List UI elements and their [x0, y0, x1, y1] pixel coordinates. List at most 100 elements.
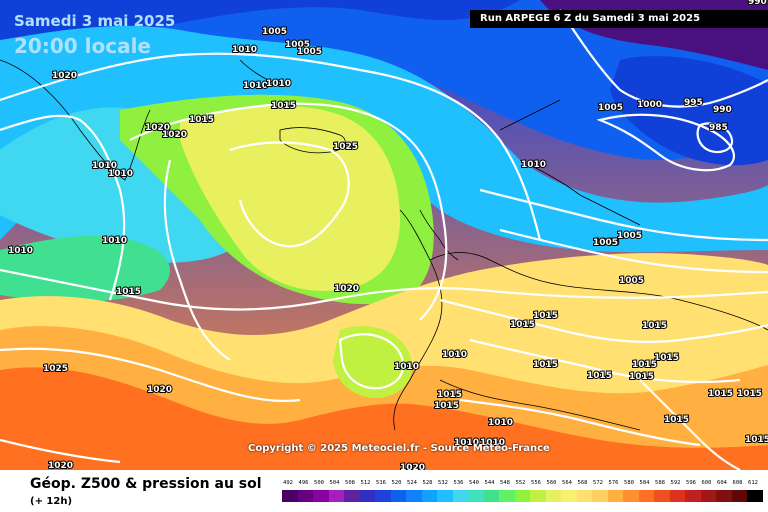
isobar-label: 1010 [266, 79, 291, 89]
isobar-label: 1005 [297, 47, 322, 57]
scale-tick-label: 588 [655, 480, 665, 486]
isobar-lines [0, 9, 768, 470]
isobar-label: 1010 [102, 236, 127, 246]
scale-tick-label: 540 [469, 480, 479, 486]
weather-map: 1005 1005 1005 1020 1010 1010 1010 1015 … [0, 0, 768, 470]
scale-color-cell [747, 490, 763, 502]
z500-band [0, 367, 768, 470]
isobar-label: 1020 [400, 463, 425, 470]
isobar-label: 1025 [333, 142, 358, 152]
scale-tick-label: 508 [345, 480, 355, 486]
forecast-lead-time: (+ 12h) [30, 496, 73, 507]
isobar-label: 1025 [43, 364, 68, 374]
isobar-label: 995 [684, 98, 703, 108]
scale-color-cell [576, 490, 592, 502]
isobar-label: 1010 [232, 45, 257, 55]
scale-color-cell [390, 490, 406, 502]
map-canvas: 1005 1005 1005 1020 1010 1010 1010 1015 … [0, 0, 768, 470]
scale-color-cell [530, 490, 546, 502]
isobar-label: 1015 [664, 415, 689, 425]
isobar-label: 1010 [108, 169, 133, 179]
isobar-label: 1015 [654, 353, 679, 363]
isobar-label: 1010 [488, 418, 513, 428]
isobar-label: 1010 [454, 438, 479, 448]
scale-tick-label: 512 [360, 480, 371, 486]
scale-color-cell [344, 490, 360, 502]
isobar-label: 1015 [271, 101, 296, 111]
isobar-label: 1020 [48, 461, 73, 470]
isobar-label: 1005 [598, 103, 623, 113]
z500-band [180, 105, 400, 291]
isobar-label: 1005 [262, 27, 287, 37]
isobar-label: 1010 [8, 246, 33, 256]
scale-color-cell [483, 490, 499, 502]
scale-tick-label: 592 [670, 480, 681, 486]
scale-tick-label: 536 [453, 480, 464, 486]
scale-tick-label: 568 [577, 480, 588, 486]
isobar-label: 1010 [92, 161, 117, 171]
isobar-label: 1015 [533, 360, 558, 370]
isobar-label: 1015 [629, 372, 654, 382]
isobar-label: 1005 [619, 276, 644, 286]
scale-tick-label: 608 [732, 480, 743, 486]
isobar-label: 1005 [285, 40, 310, 50]
isobar-label: 1015 [437, 390, 462, 400]
isobar-label: 1010 [442, 350, 467, 360]
scale-color-cell [499, 490, 515, 502]
scale-color-cell [406, 490, 422, 502]
isobar-label: 1010 [243, 81, 268, 91]
scale-color-cell [468, 490, 484, 502]
isobar-label: 1015 [632, 360, 657, 370]
run-banner: Run ARPEGE 6 Z du Samedi 3 mai 2025 [470, 10, 768, 28]
scale-color-cell [669, 490, 685, 502]
isobar-label: 985 [709, 123, 728, 133]
z500-band [610, 56, 768, 166]
scale-color-cell [421, 490, 437, 502]
scale-tick-label: 572 [593, 480, 603, 486]
isobar-label: 1005 [594, 238, 619, 248]
map-title: Géop. Z500 & pression au sol [30, 476, 262, 492]
isobar-label: 1005 [593, 238, 618, 248]
copyright-notice: Copyright © 2025 Meteociel.fr - Source M… [248, 443, 550, 454]
color-scale-legend: 492 496 500 504 508 512 516 520 524 528 532 536 540 5… [282, 470, 763, 512]
scale-color-cell [437, 490, 453, 502]
isobar-label: 1020 [147, 385, 172, 395]
isobar-label: 1015 [189, 115, 214, 125]
isobar-label: 1015 [434, 401, 459, 411]
scale-color-cell [607, 490, 623, 502]
scale-tick-label: 492 [283, 480, 293, 486]
scale-tick-label: 548 [500, 480, 510, 486]
scale-color-cell [685, 490, 701, 502]
isobar-label: 1010 [521, 160, 546, 170]
scale-color-cell [328, 490, 344, 502]
z500-band [0, 235, 170, 302]
coastlines [0, 59, 768, 431]
scale-color-cell [514, 490, 530, 502]
isobar-label: 1015 [745, 435, 768, 445]
isobar-labels: 1005 1005 1005 1020 1010 1010 1010 1015 … [7, 0, 768, 470]
scale-tick-label: 612 [748, 480, 758, 486]
scale-tick-label: 560 [546, 480, 557, 486]
scale-color-cell [452, 490, 468, 502]
isobar-label: 1015 [708, 389, 733, 399]
scale-color-cell [297, 490, 313, 502]
scale-tick-label: 520 [391, 480, 402, 486]
scale-color-cell [731, 490, 747, 502]
scale-tick-label: 552 [515, 480, 526, 486]
scale-tick-label: 500 [314, 480, 324, 486]
footer: Géop. Z500 & pression au sol (+ 12h) 492… [0, 470, 768, 512]
isobar-label: 1020 [145, 123, 170, 133]
isobar-label: 1015 [116, 287, 141, 297]
isobar-label: 1010 [394, 362, 419, 372]
isobar-label: 1020 [162, 130, 187, 140]
scale-tick-label: 564 [562, 480, 572, 486]
forecast-date: Samedi 3 mai 2025 [14, 12, 176, 30]
scale-color-cell [282, 490, 298, 502]
scale-color-cell [716, 490, 732, 502]
isobar-label: 1020 [52, 71, 77, 81]
scale-tick-label: 524 [407, 480, 417, 486]
isobar-label: 1020 [334, 284, 359, 294]
scale-color-cell [545, 490, 561, 502]
scale-color-cell [313, 490, 329, 502]
forecast-local-time: 20:00 locale [14, 34, 151, 58]
